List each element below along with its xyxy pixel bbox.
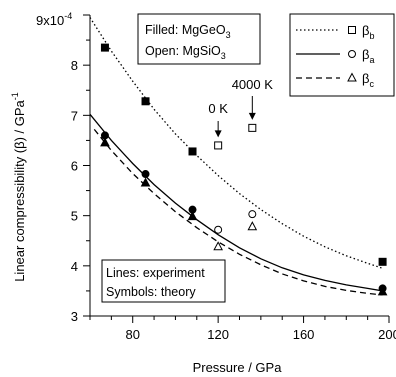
fit-curve-βa — [89, 113, 383, 292]
fit-curves — [89, 17, 383, 296]
data-point-circle-filled — [141, 170, 150, 179]
method-annotation-box: Lines: experiment Symbols: theory — [101, 259, 226, 303]
data-point-square-filled — [378, 257, 387, 266]
temperature-arrow-head — [248, 112, 256, 120]
temperature-arrows: 0 K 4000 K — [208, 77, 274, 138]
x-tick-label: 120 — [207, 327, 229, 342]
y-tick-label: 8 — [71, 58, 78, 73]
temperature-label: 0 K — [208, 101, 228, 116]
filled-note: Filled: MgGeO3 — [145, 23, 231, 40]
open-note: Open: MgSiO3 — [145, 44, 226, 61]
data-point-triangle-filled — [377, 286, 388, 296]
data-point-triangle-filled — [187, 211, 198, 221]
legend-label-a: βa — [362, 47, 375, 65]
x-tick-label: 200 — [378, 327, 396, 342]
y-tick-label: 6 — [71, 159, 78, 174]
fit-curve-βc — [93, 128, 383, 296]
data-point-triangle-open — [247, 221, 258, 231]
data-point-square-filled — [141, 97, 150, 106]
data-markers — [100, 43, 388, 296]
symbols-note: Symbols: theory — [106, 285, 196, 299]
y-tick-label: 4 — [71, 259, 78, 274]
data-point-square-filled — [100, 43, 109, 52]
legend-label-b: βb — [362, 23, 375, 41]
y-tick-label: 5 — [71, 209, 78, 224]
data-point-circle-open — [214, 225, 223, 234]
legend-marker-b — [348, 26, 356, 34]
x-tick-label: 160 — [293, 327, 315, 342]
data-point-square-open — [248, 123, 257, 132]
data-point-triangle-filled — [140, 177, 151, 187]
data-point-square-open — [214, 141, 223, 150]
temperature-label: 4000 K — [232, 77, 274, 92]
axis-ticks: 80 120 160 200 3 4 5 6 7 8 — [71, 14, 396, 342]
y-tick-label: 7 — [71, 108, 78, 123]
temperature-arrow-head — [214, 130, 222, 138]
legend: βb βa βc — [289, 13, 395, 97]
y-tick-label: 3 — [71, 309, 78, 324]
data-point-circle-open — [248, 210, 257, 219]
data-point-square-filled — [188, 147, 197, 156]
lines-note: Lines: experiment — [106, 266, 205, 280]
y-multiplier-label: 9x10-4 — [36, 11, 72, 28]
legend-label-c: βc — [362, 71, 374, 89]
legend-marker-c — [347, 72, 357, 82]
data-point-triangle-open — [213, 241, 223, 251]
fit-curve-βb — [89, 17, 383, 269]
data-point-triangle-filled — [100, 137, 110, 147]
material-annotation-box: Filled: MgGeO3 Open: MgSiO3 — [137, 13, 261, 65]
y-axis-title: Linear compressibility (β) / GPa-1 — [10, 92, 27, 282]
x-tick-label: 80 — [125, 327, 139, 342]
legend-marker-a — [348, 50, 356, 58]
x-axis-title: Pressure / GPa — [193, 360, 283, 375]
